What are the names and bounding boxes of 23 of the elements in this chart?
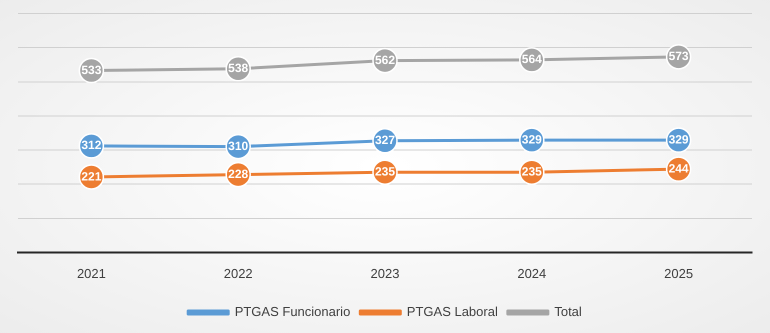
data-label: 329 [668,132,689,146]
data-label: 228 [228,166,249,181]
data-label: 235 [522,164,542,179]
x-tick-label: 2024 [517,266,546,281]
data-label: 235 [374,164,396,179]
legend-label: PTGAS Funcionario [234,304,350,320]
x-tick-label: 2022 [224,266,253,281]
data-label: 538 [228,61,249,76]
data-label: 312 [81,138,102,152]
legend-label: Total [554,304,582,320]
x-tick-label: 2025 [664,266,694,281]
x-tick-label: 2021 [76,266,106,281]
legend-label: PTGAS Laboral [406,304,498,320]
data-label: 329 [522,132,542,146]
data-label: 573 [668,49,689,64]
data-label: 562 [374,52,396,67]
data-label: 244 [668,161,689,176]
data-label: 327 [374,133,396,148]
data-label: 221 [81,169,102,184]
data-label: 564 [522,52,542,66]
data-label: 533 [81,62,102,77]
x-tick-label: 2023 [370,266,400,281]
data-label: 310 [228,138,249,153]
